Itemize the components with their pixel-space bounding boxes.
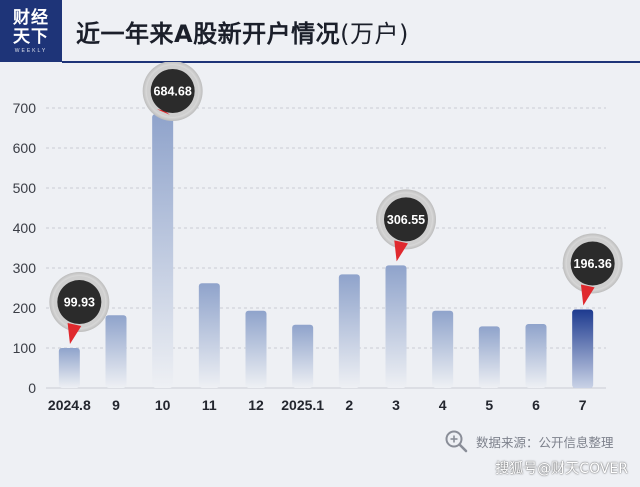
bar [432, 310, 454, 388]
x-axis: 2024.8 9 10 11 12 2025.1 2 3 4 5 6 7 [48, 397, 587, 413]
x-tick-label: 2024.8 [48, 397, 91, 413]
data-label: 684.68 [154, 85, 192, 99]
bar [105, 315, 127, 388]
chart-title: 近一年来A股新开户情况(万户) [76, 14, 409, 49]
callout-pointer [580, 284, 595, 306]
value-callout: 99.93 [49, 272, 110, 345]
x-tick-label: 2 [345, 397, 353, 413]
value-callouts: 99.93 684.68 306.55 196.36 [49, 62, 623, 345]
callout-pointer [394, 240, 408, 262]
x-tick-label: 4 [439, 397, 447, 413]
data-label: 306.55 [387, 213, 425, 227]
value-callout: 684.68 [142, 62, 203, 121]
x-tick-label: 6 [532, 397, 540, 413]
x-tick-label: 5 [485, 397, 493, 413]
value-callout: 306.55 [376, 189, 436, 262]
logo-text-line2: 天下 [13, 26, 49, 47]
data-source: 数据来源：公开信息整理 [444, 428, 614, 454]
bars [58, 114, 594, 389]
bar [572, 309, 594, 388]
bar [292, 324, 314, 388]
header-divider [62, 61, 640, 63]
chart-title-unit: (万户) [340, 20, 409, 48]
bar-chart: 0 100 200 300 400 500 600 700 2024.8 9 10 11 12 2025… [13, 62, 623, 413]
x-tick-label: 9 [112, 397, 120, 413]
x-tick-label: 7 [579, 397, 587, 413]
logo-text-line1: 财经 [13, 7, 49, 28]
y-tick-label: 500 [13, 180, 37, 196]
x-tick-label: 10 [155, 397, 171, 413]
callout-pointer [67, 323, 82, 345]
chart-title-main: 近一年来A股新开户情况 [76, 20, 341, 48]
x-tick-label: 12 [248, 397, 264, 413]
bar [478, 326, 500, 388]
magnifier-icon [445, 430, 468, 453]
y-tick-label: 700 [13, 100, 37, 116]
bar [198, 283, 220, 388]
callout-pointer [157, 109, 170, 115]
bar [525, 324, 547, 388]
logo-subtext: WEEKLY [14, 47, 48, 54]
bar [385, 265, 407, 388]
y-tick-label: 200 [13, 300, 37, 316]
x-tick-label: 3 [392, 397, 400, 413]
bar [58, 348, 80, 388]
y-tick-label: 100 [13, 340, 37, 356]
y-tick-label: 0 [28, 380, 36, 396]
brand-logo[interactable]: 财经 天下 WEEKLY [0, 0, 62, 62]
data-source-text: 数据来源：公开信息整理 [476, 434, 614, 450]
gridlines [46, 107, 606, 389]
bar [245, 310, 267, 388]
value-callout: 196.36 [562, 233, 623, 306]
y-tick-label: 600 [13, 140, 37, 156]
data-label: 196.36 [574, 257, 612, 271]
bar [152, 114, 174, 389]
data-label: 99.93 [64, 296, 95, 310]
x-tick-label: 11 [202, 397, 217, 413]
x-tick-label: 2025.1 [281, 397, 324, 413]
y-axis: 0 100 200 300 400 500 600 700 [13, 100, 37, 396]
header: 财经 天下 WEEKLY 近一年来A股新开户情况(万户) [0, 0, 640, 63]
bar [338, 274, 360, 388]
watermark: 搜狐号@财天COVER [495, 461, 628, 477]
y-tick-label: 400 [13, 220, 37, 236]
y-tick-label: 300 [13, 260, 37, 276]
